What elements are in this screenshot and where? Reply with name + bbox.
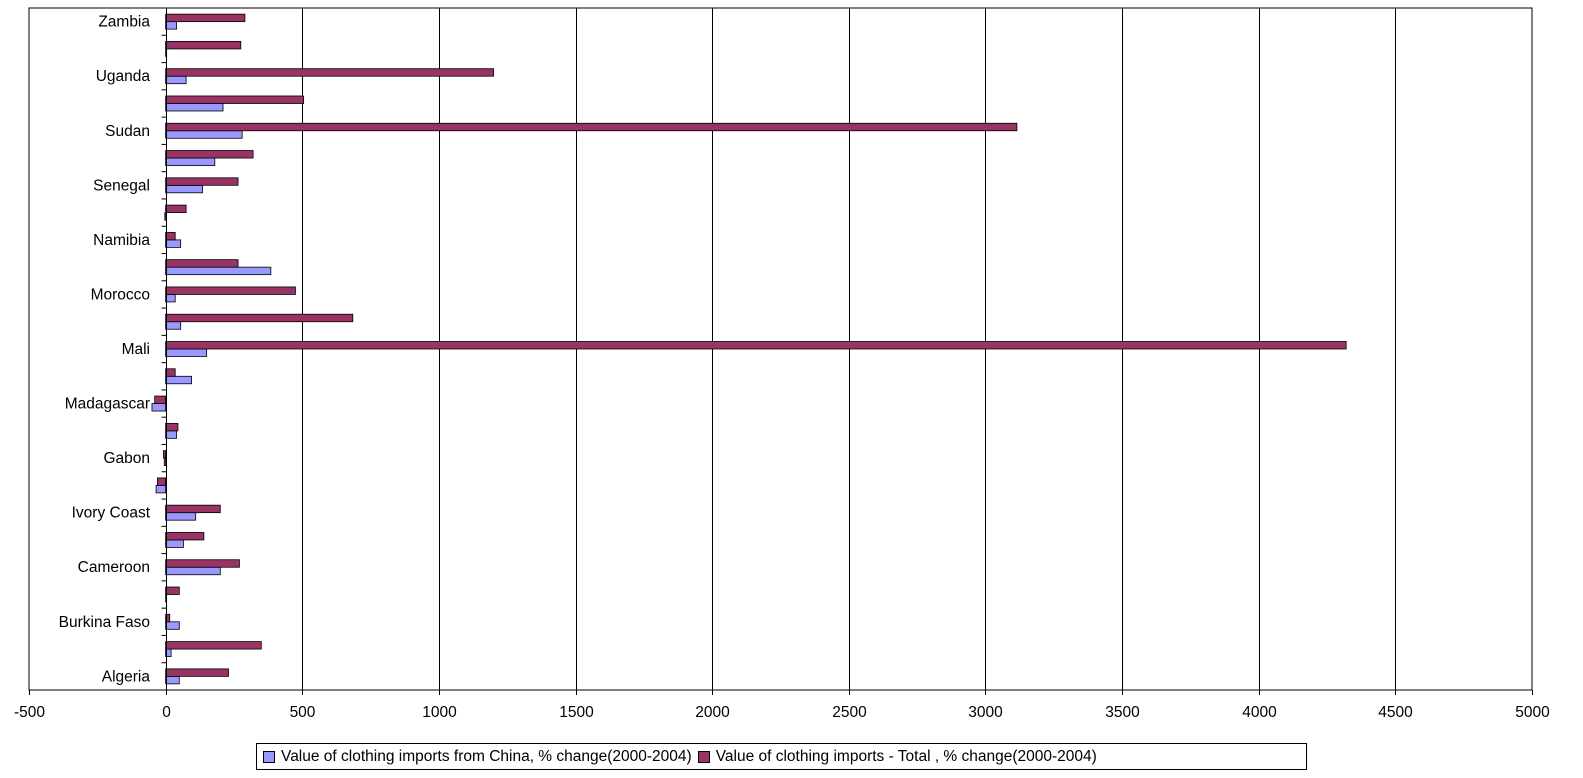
legend-item-china: Value of clothing imports from China, % … xyxy=(263,748,692,766)
bar-china xyxy=(165,675,180,685)
y-category-label: Cameroon xyxy=(78,559,150,576)
bar-total xyxy=(165,586,180,595)
bar-total xyxy=(165,422,179,432)
bar-china xyxy=(165,321,182,330)
bar-china xyxy=(165,539,184,548)
x-tick-label: 4000 xyxy=(1242,704,1277,721)
bar-total xyxy=(165,641,262,650)
bar-total xyxy=(154,395,167,404)
bar-china xyxy=(165,375,192,385)
bar-total xyxy=(165,231,176,241)
bar-total xyxy=(165,150,254,159)
bar-total xyxy=(165,532,205,541)
bar-china xyxy=(165,130,243,139)
y-category-label: Sudan xyxy=(105,123,150,140)
bar-china xyxy=(165,266,272,276)
bar-china xyxy=(165,239,182,248)
y-category-label: Uganda xyxy=(96,68,151,85)
bar-total xyxy=(165,122,1018,132)
bar-total xyxy=(165,259,239,268)
y-category-label: Burkina Faso xyxy=(59,614,150,631)
bar-total xyxy=(165,613,171,623)
bar-total xyxy=(165,95,305,104)
x-tick-label: 5000 xyxy=(1515,704,1550,721)
bar-china xyxy=(163,457,167,467)
legend: Value of clothing imports from China, % … xyxy=(256,743,1307,770)
bar-total xyxy=(165,504,221,514)
bar-total xyxy=(163,450,167,459)
bar-china xyxy=(165,103,224,112)
legend-label-total: Value of clothing imports - Total , % ch… xyxy=(715,747,1097,765)
bar-china xyxy=(165,512,197,521)
bar-china xyxy=(165,348,208,357)
x-tick-label: 500 xyxy=(290,704,316,721)
legend-item-total: Value of clothing imports - Total , % ch… xyxy=(697,747,1097,766)
legend-swatch-china xyxy=(263,750,275,763)
bar-total xyxy=(165,313,354,323)
bar-total xyxy=(165,204,187,214)
bar-china xyxy=(165,621,180,630)
y-category-label: Morocco xyxy=(91,286,150,303)
bar-china xyxy=(165,21,177,30)
y-category-label: Algeria xyxy=(102,668,151,685)
bar-total xyxy=(165,177,239,186)
x-tick-label: -500 xyxy=(14,704,45,721)
bar-total xyxy=(165,668,229,677)
bar-china xyxy=(165,157,216,166)
bar-china xyxy=(165,566,221,576)
y-category-label: Ivory Coast xyxy=(72,505,151,522)
x-tick-label: 3500 xyxy=(1105,704,1140,721)
bar-china xyxy=(155,484,167,494)
y-category-label: Senegal xyxy=(93,177,150,194)
legend-swatch-total xyxy=(697,750,710,763)
legend-label-china: Value of clothing imports from China, % … xyxy=(281,747,692,765)
bar-china xyxy=(165,184,203,194)
x-tick-label: 1000 xyxy=(422,704,457,721)
bar-china xyxy=(164,212,167,221)
y-category-label: Gabon xyxy=(103,450,150,467)
bar-china xyxy=(165,430,177,439)
y-category-label: Madagascar xyxy=(65,396,150,413)
bar-total xyxy=(165,368,176,377)
x-tick-label: 0 xyxy=(162,704,171,721)
bar-total xyxy=(165,13,246,23)
bar-total xyxy=(165,68,494,77)
bar-china xyxy=(165,75,187,85)
bar-total xyxy=(157,477,167,486)
bar-total xyxy=(165,286,296,295)
x-tick-label: 3000 xyxy=(968,704,1003,721)
bar-china xyxy=(151,403,167,412)
x-tick-label: 2000 xyxy=(695,704,730,721)
y-category-label: Zambia xyxy=(98,14,150,31)
bar-total xyxy=(165,41,242,50)
bar-total xyxy=(165,341,1347,350)
x-tick-label: 1500 xyxy=(559,704,594,721)
y-category-label: Namibia xyxy=(93,232,150,249)
bar-total xyxy=(165,559,240,568)
bar-china xyxy=(165,294,176,303)
x-tick-label: 2500 xyxy=(832,704,867,721)
x-tick-label: 4500 xyxy=(1378,704,1413,721)
y-category-label: Mali xyxy=(122,341,150,358)
